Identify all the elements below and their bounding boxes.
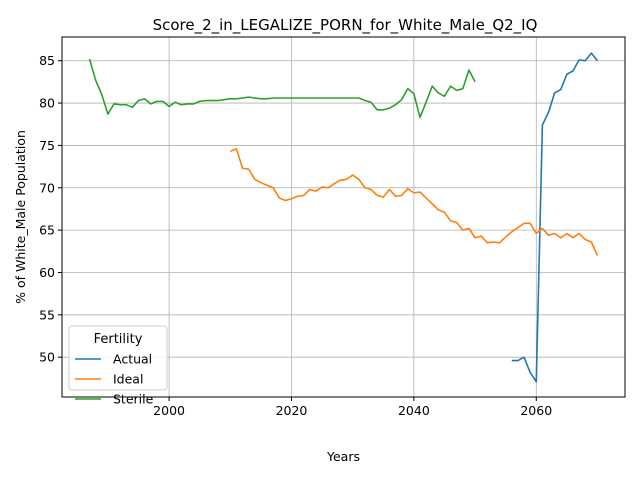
y-tick-label: 65 xyxy=(39,223,55,238)
legend-label-sterile: Sterile xyxy=(113,392,154,407)
y-tick-label: 70 xyxy=(39,180,55,195)
x-tick-label: 2020 xyxy=(276,403,308,418)
series-lines xyxy=(88,52,599,383)
series-line-actual xyxy=(511,52,599,383)
y-tick-label: 60 xyxy=(39,265,55,280)
series-line-sterile xyxy=(88,58,476,119)
axis-ticks: 2000 2020 2040 2060 50 55 60 65 70 75 80 85 xyxy=(39,53,552,418)
y-tick-label: 50 xyxy=(39,350,55,365)
x-tick-label: 2040 xyxy=(398,403,430,418)
y-tick-label: 55 xyxy=(39,307,55,322)
x-tick-label: 2000 xyxy=(153,403,185,418)
gridlines xyxy=(62,37,625,397)
y-tick-label: 75 xyxy=(39,138,55,153)
y-axis-label: % of White_Male Population xyxy=(13,130,28,304)
plot-area-frame xyxy=(61,36,626,398)
x-tick-label: 2060 xyxy=(520,403,552,418)
series-line-ideal xyxy=(229,148,599,256)
legend-title: Fertility xyxy=(94,332,143,347)
legend: Fertility Actual Ideal Sterile xyxy=(68,325,168,407)
legend-label-ideal: Ideal xyxy=(113,372,143,387)
chart-title: Score_2_in_LEGALIZE_PORN_for_White_Male_… xyxy=(153,16,538,35)
legend-label-actual: Actual xyxy=(113,352,152,367)
legend-box xyxy=(68,325,168,391)
y-tick-label: 85 xyxy=(39,53,55,68)
y-tick-label: 80 xyxy=(39,96,55,111)
x-axis-label: Years xyxy=(326,449,360,464)
